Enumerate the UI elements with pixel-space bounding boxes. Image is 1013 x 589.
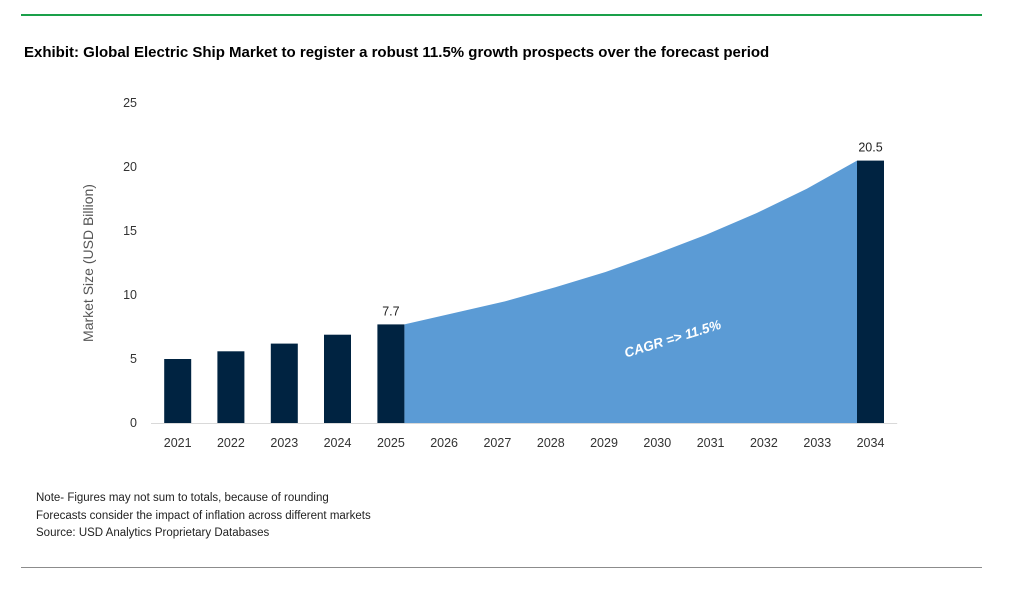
y-tick-label-20: 20 (123, 160, 137, 174)
x-tick-label-2025: 2025 (377, 436, 405, 450)
chart-title: Exhibit: Global Electric Ship Market to … (24, 44, 770, 61)
top-accent-rule (21, 14, 982, 16)
x-tick-label-2023: 2023 (270, 436, 298, 450)
bar-2034 (857, 160, 884, 423)
x-tick-label-2033: 2033 (803, 436, 831, 450)
x-tick-label-2027: 2027 (483, 436, 511, 450)
x-tick-label-2031: 2031 (697, 436, 725, 450)
x-tick-label-2028: 2028 (537, 436, 565, 450)
x-tick-label-2024: 2024 (324, 436, 352, 450)
note-source: Source: USD Analytics Proprietary Databa… (36, 527, 270, 539)
x-tick-label-2032: 2032 (750, 436, 778, 450)
bar-2022 (217, 351, 245, 423)
y-tick-label-10: 10 (123, 288, 137, 302)
y-tick-label-5: 5 (130, 352, 137, 366)
bar-2025 (377, 324, 405, 423)
data-label-2034: 20.5 (858, 141, 882, 155)
y-tick-label-15: 15 (123, 224, 137, 238)
x-tick-label-2026: 2026 (430, 436, 458, 450)
bar-2021 (164, 359, 192, 423)
cagr-area (404, 160, 858, 423)
bar-2023 (270, 343, 298, 423)
note-inflation: Forecasts consider the impact of inflati… (36, 509, 371, 522)
x-tick-label-2034: 2034 (857, 436, 885, 450)
x-tick-label-2030: 2030 (643, 436, 671, 450)
footnotes: Note- Figures may not sum to totals, bec… (36, 490, 371, 543)
x-tick-label-2021: 2021 (164, 436, 192, 450)
x-tick-label-2029: 2029 (590, 436, 618, 450)
bar-2024 (324, 334, 351, 423)
bottom-rule (21, 567, 982, 568)
note-rounding: Note- Figures may not sum to totals, bec… (36, 492, 329, 504)
y-tick-label-0: 0 (130, 416, 137, 430)
data-label-2025: 7.7 (382, 304, 399, 318)
y-tick-label-25: 25 (123, 96, 137, 110)
x-tick-label-2022: 2022 (217, 436, 245, 450)
y-axis-label: Market Size (USD Billion) (80, 184, 96, 342)
